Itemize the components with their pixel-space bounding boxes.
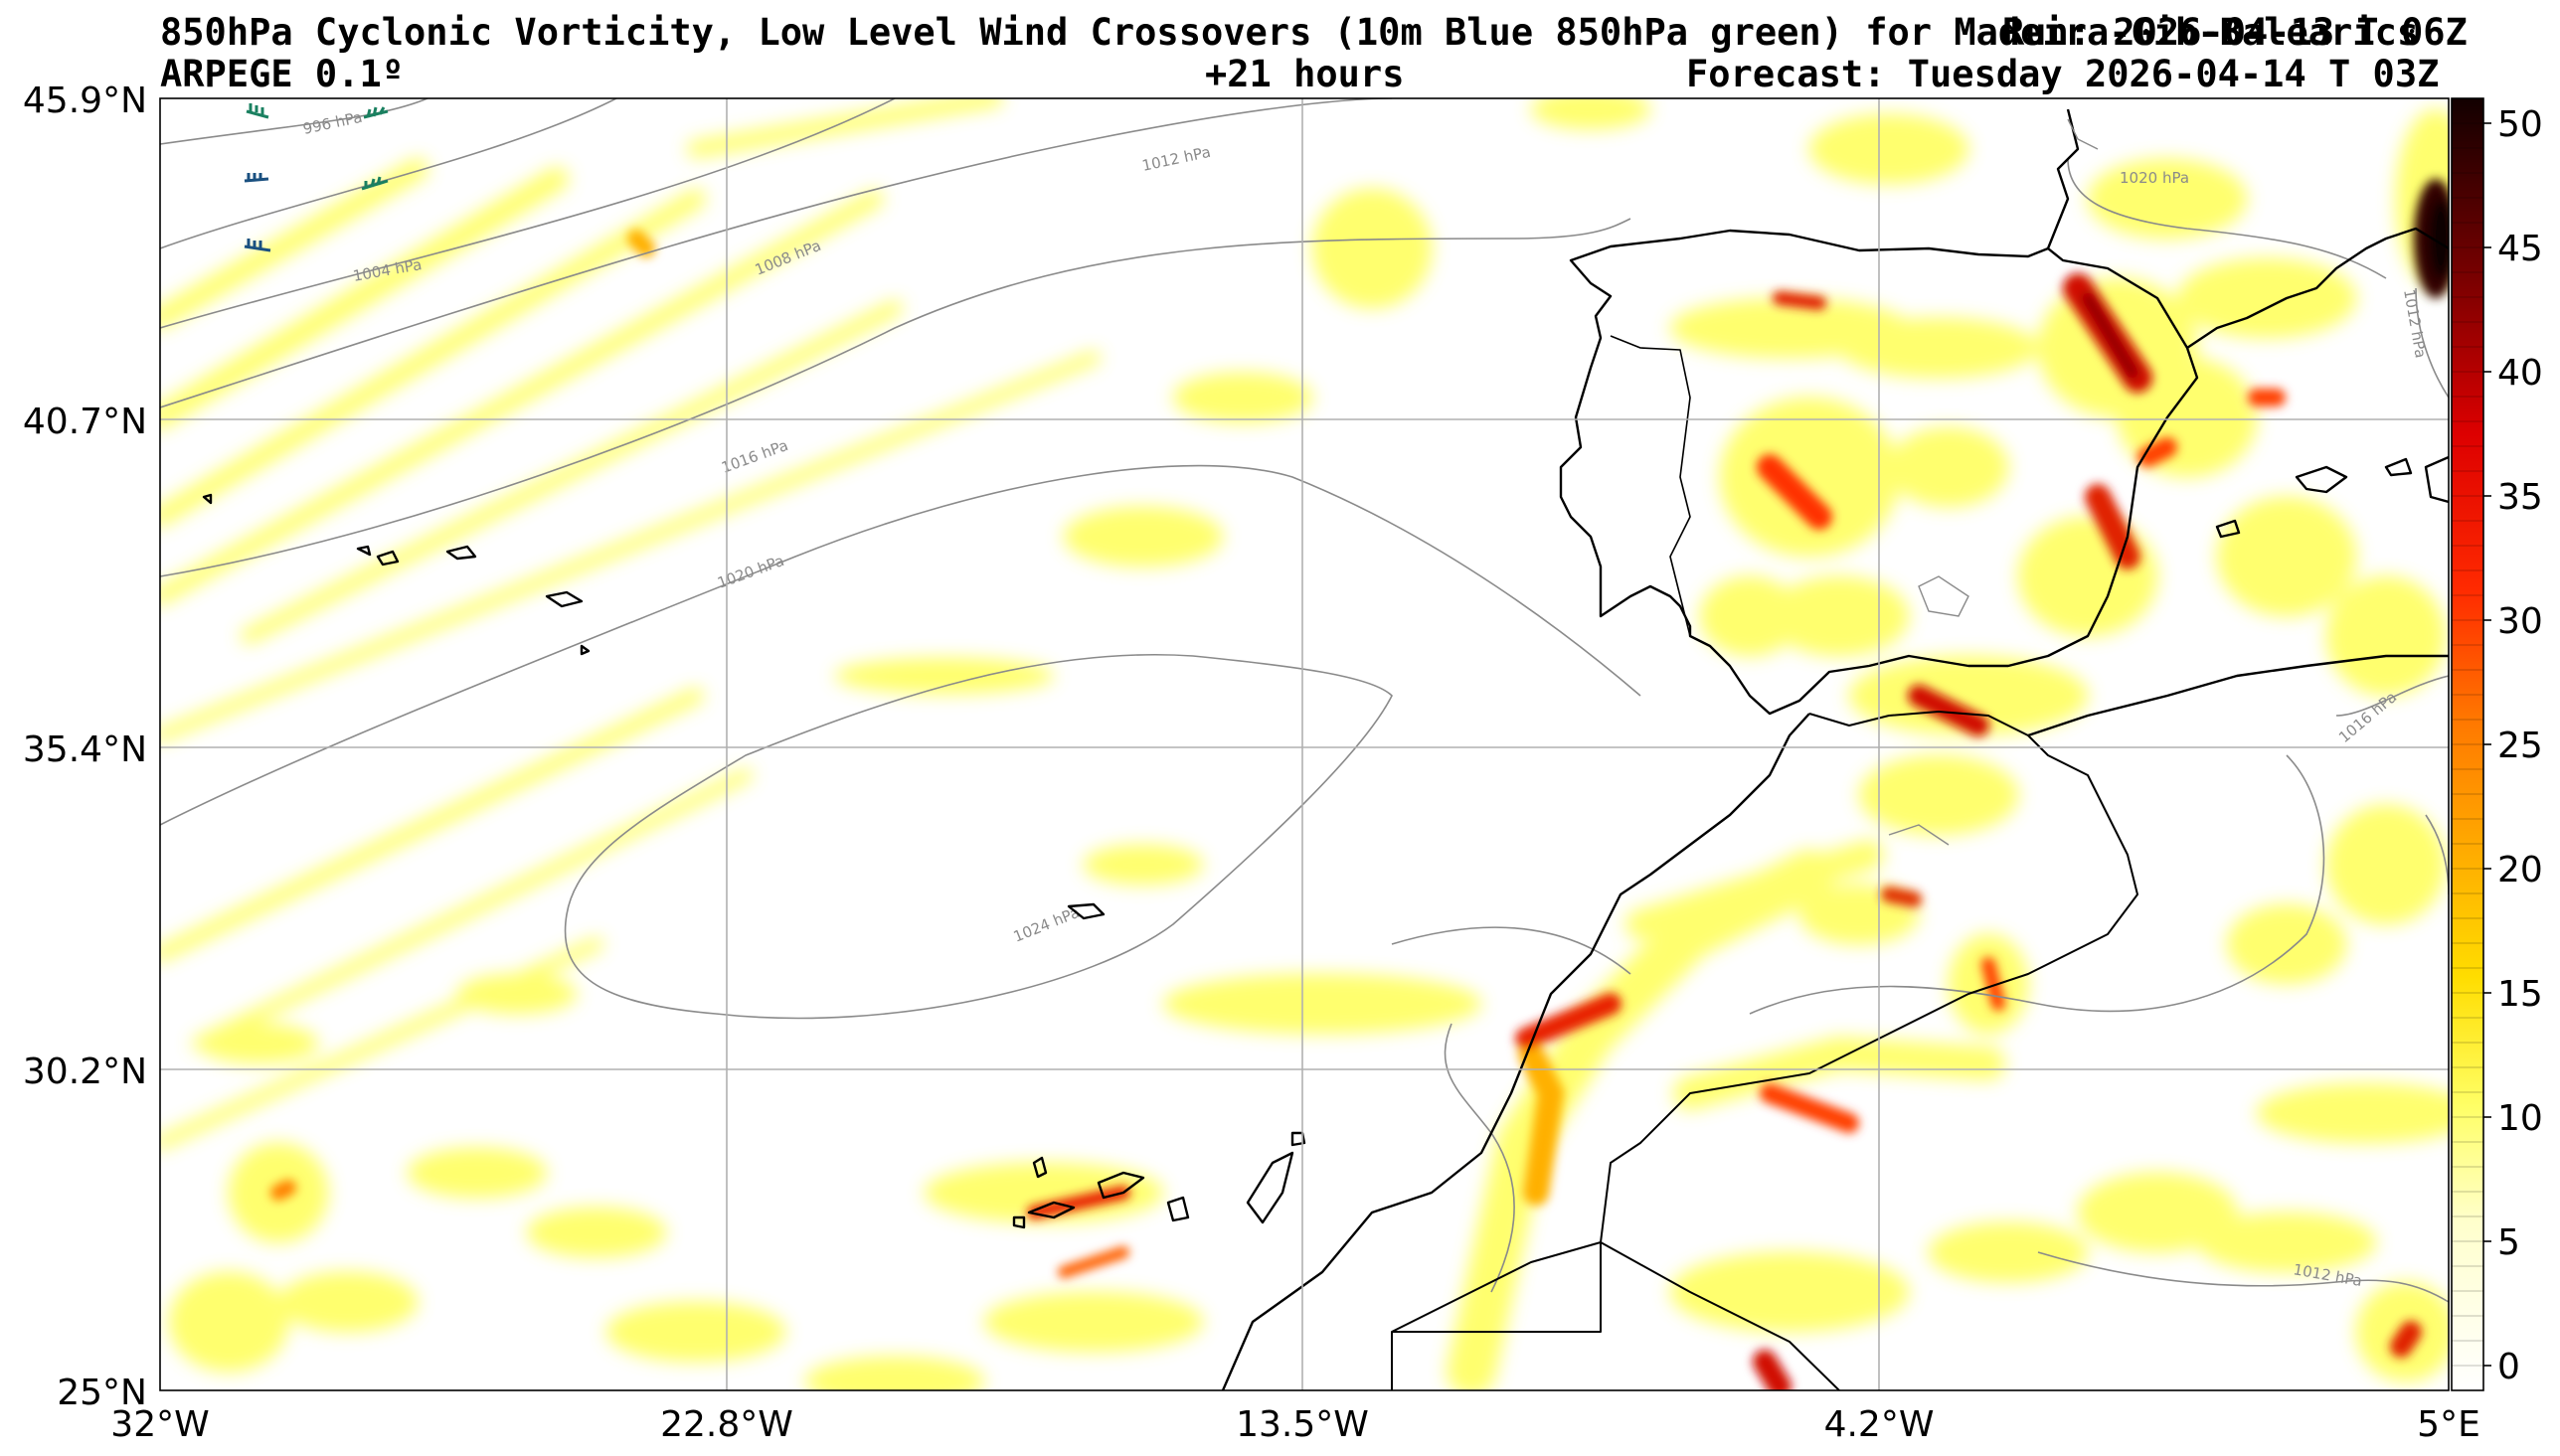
lat-label: 40.7°N	[23, 402, 147, 442]
model-name: ARPEGE 0.1º	[160, 53, 405, 95]
colorbar-label: 30	[2497, 601, 2543, 642]
colorbar-label: 0	[2497, 1347, 2520, 1387]
colorbar-label: 50	[2497, 104, 2543, 145]
lon-label: 22.8°W	[660, 1404, 793, 1445]
lon-labels: 32°W 22.8°W 13.5°W 4.2°W 5°E	[110, 1404, 2480, 1445]
lon-label: 32°W	[110, 1404, 209, 1445]
isobar-label: 1020 hPa	[2120, 169, 2189, 187]
vorticity-shading	[160, 98, 2449, 1390]
chart-title: 850hPa Cyclonic Vorticity, Low Level Win…	[160, 11, 2420, 54]
forecast-lead: +21 hours	[1205, 53, 1405, 95]
coastlines	[202, 108, 2449, 1390]
lat-labels: 45.9°N 40.7°N 35.4°N 30.2°N 25°N	[23, 81, 147, 1413]
colorbar: 0 5 10 15 20 25 30 35 40 45 50	[2451, 97, 2543, 1391]
lat-label: 30.2°N	[23, 1052, 147, 1092]
colorbar-label: 15	[2497, 974, 2543, 1015]
colorbar-label: 5	[2497, 1222, 2520, 1263]
colorbar-label: 45	[2497, 229, 2543, 269]
wind-crossovers	[244, 103, 389, 252]
colorbar-label: 40	[2497, 353, 2543, 394]
valid-time: Forecast: Tuesday 2026-04-14 T 03Z	[1686, 53, 2440, 95]
colorbar-label: 10	[2497, 1098, 2543, 1139]
lat-label: 35.4°N	[23, 729, 147, 770]
colorbar-label: 35	[2497, 477, 2543, 518]
run-time: Run: 2026-04-13 T 06Z	[2002, 11, 2468, 54]
lon-label: 5°E	[2417, 1404, 2480, 1445]
lat-label: 45.9°N	[23, 81, 147, 121]
lon-label: 13.5°W	[1236, 1404, 1369, 1445]
map-frame	[159, 97, 2450, 1391]
gridlines	[160, 98, 2449, 1390]
colorbar-ticks: 0 5 10 15 20 25 30 35 40 45 50	[2483, 104, 2543, 1387]
coastlines-thin	[1888, 118, 2099, 846]
colorbar-label: 25	[2497, 726, 2543, 766]
lat-label: 25°N	[57, 1373, 147, 1413]
colorbar-label: 20	[2497, 850, 2543, 890]
isobars	[160, 98, 2449, 1303]
lon-label: 4.2°W	[1824, 1404, 1935, 1445]
